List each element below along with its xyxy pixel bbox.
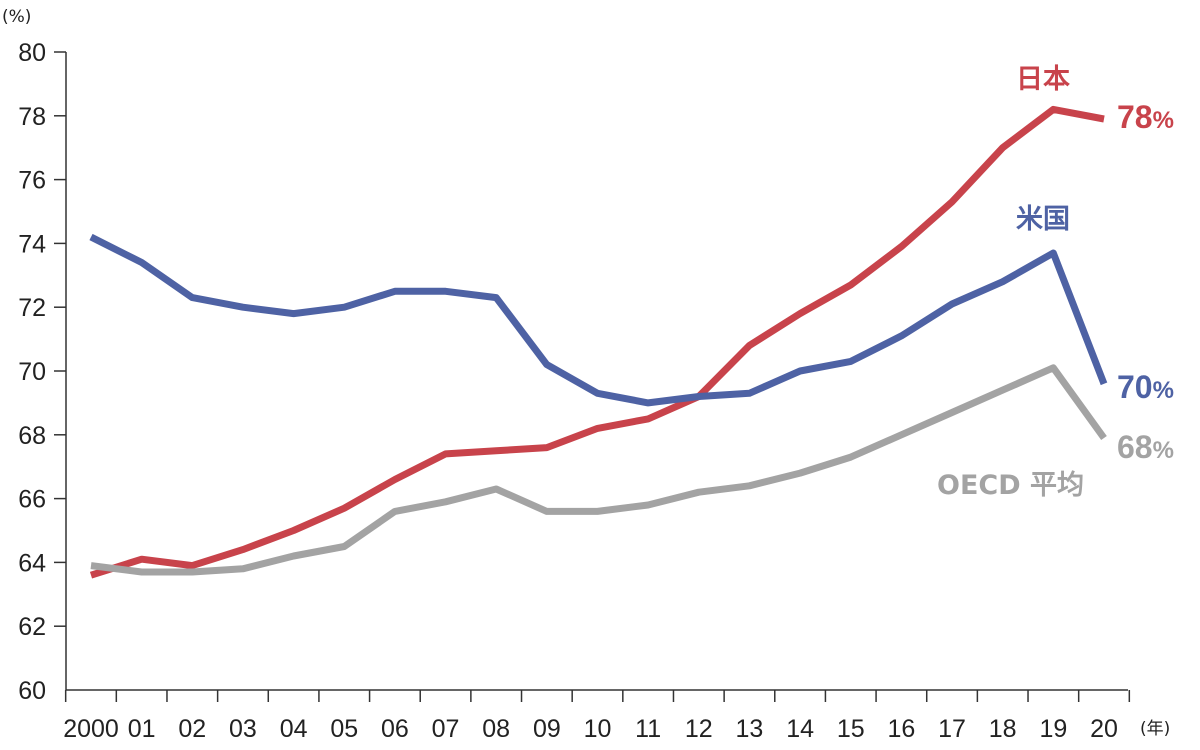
x-axis: (年) 2000 01 02 03 04 05 06 07 08 09 10 11 12 13 14 15 16… xyxy=(63,689,1170,743)
x-tick-label: 06 xyxy=(381,715,409,743)
x-tick-label: 16 xyxy=(887,715,915,743)
y-tick-label: 64 xyxy=(18,549,46,577)
y-axis: (%) 60 62 64 66 68 70 72 74 76 78 80 xyxy=(2,7,67,705)
x-tick-label: 01 xyxy=(128,715,156,743)
series-end-value: 78% xyxy=(1117,99,1174,135)
series-end-unit: % xyxy=(1153,107,1174,134)
x-tick-label: 11 xyxy=(635,715,661,743)
series-end-unit: % xyxy=(1153,437,1174,464)
x-tick-label: 14 xyxy=(786,715,814,743)
x-tick-label: 08 xyxy=(482,715,510,743)
series-name-label: OECD 平均 xyxy=(937,470,1084,501)
series-end-number: 68 xyxy=(1117,429,1153,465)
x-tick-label: 10 xyxy=(584,715,612,743)
x-tick-label: 15 xyxy=(837,715,865,743)
y-tick-label: 72 xyxy=(18,294,46,322)
x-tick-label: 17 xyxy=(938,715,966,743)
series-end-number: 70 xyxy=(1117,369,1153,405)
x-tick-label: 02 xyxy=(178,715,206,743)
y-tick-label: 66 xyxy=(18,486,46,514)
x-tick-label: 20 xyxy=(1090,715,1118,743)
x-tick-label: 13 xyxy=(736,715,764,743)
series-labels: 日本 78% 米国 70% OECD 平均 68% xyxy=(937,64,1174,501)
y-tick-label: 68 xyxy=(18,422,46,450)
series-line-0 xyxy=(89,105,1105,579)
y-tick-label: 78 xyxy=(18,103,46,131)
y-tick-label: 60 xyxy=(18,677,46,705)
x-tick-label: 04 xyxy=(280,715,308,743)
x-tick-label: 03 xyxy=(229,715,257,743)
x-tick-label: 19 xyxy=(1039,715,1067,743)
y-tick-label: 62 xyxy=(18,613,46,641)
y-tick-label: 74 xyxy=(18,230,46,258)
series-line-2 xyxy=(90,364,1107,576)
y-tick-label: 80 xyxy=(18,39,46,67)
series-end-value: 70% xyxy=(1117,369,1174,405)
series-line-1 xyxy=(89,233,1108,407)
series-end-number: 78 xyxy=(1117,99,1153,135)
x-tick-label: 07 xyxy=(432,715,460,743)
series-name-label: 日本 xyxy=(1016,64,1070,95)
y-tick-label: 70 xyxy=(18,358,46,386)
series-name-label: 米国 xyxy=(1016,204,1070,235)
x-tick-label: 18 xyxy=(989,715,1017,743)
x-tick-label: 2000 xyxy=(63,715,119,743)
x-tick-label: 12 xyxy=(685,715,713,743)
series-lines xyxy=(89,105,1108,579)
y-unit-label: (%) xyxy=(2,7,31,27)
x-tick-label: 05 xyxy=(330,715,358,743)
x-tick-label: 09 xyxy=(533,715,561,743)
series-end-unit: % xyxy=(1153,377,1174,404)
x-unit-label: (年) xyxy=(1140,719,1170,739)
series-end-value: 68% xyxy=(1117,429,1174,465)
y-tick-label: 76 xyxy=(18,167,46,195)
